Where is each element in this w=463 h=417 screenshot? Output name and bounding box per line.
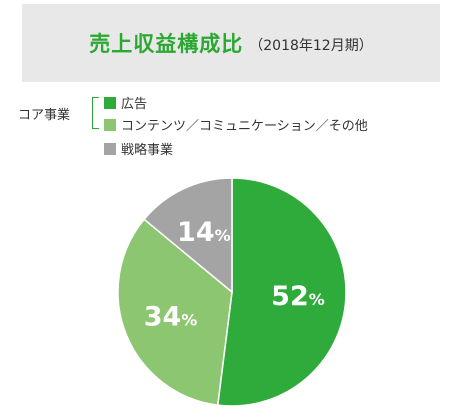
title-bar: 売上収益構成比 （2018年12月期） [22,4,440,82]
data-label-advertising-value: 52 [271,281,309,312]
legend-label-advertising: 広告 [121,97,148,112]
legend-swatch-content [104,118,116,131]
pie-slice-advertising [216,177,347,407]
legend-label-content: コンテンツ／コミュニケーション／その他 [121,119,368,134]
data-label-advertising: 52% [271,281,325,312]
data-label-strategic-unit: % [215,226,231,245]
pie-slice-strategic [143,177,233,294]
chart-subtitle: （2018年12月期） [249,37,373,54]
legend-group-label: コア事業 [18,108,71,123]
legend-swatch-advertising [104,96,116,109]
data-label-strategic-value: 14 [177,217,215,248]
data-label-advertising-unit: % [309,290,325,309]
legend: コア事業 広告 コンテンツ／コミュニケーション／その他 戦略事業 [18,93,448,163]
data-label-content: 34% [144,301,198,332]
data-label-content-unit: % [181,310,197,329]
legend-bracket [92,97,99,129]
pie-slice-content [117,218,233,406]
legend-item-advertising: 広告 [104,93,147,112]
legend-item-strategic: 戦略事業 [104,139,173,158]
data-label-content-value: 34 [144,301,182,332]
data-label-strategic: 14% [177,217,231,248]
chart-title: 売上収益構成比 [89,32,244,56]
legend-swatch-strategic [104,142,116,155]
legend-item-content: コンテンツ／コミュニケーション／その他 [104,115,368,134]
legend-label-strategic: 戦略事業 [121,143,174,158]
